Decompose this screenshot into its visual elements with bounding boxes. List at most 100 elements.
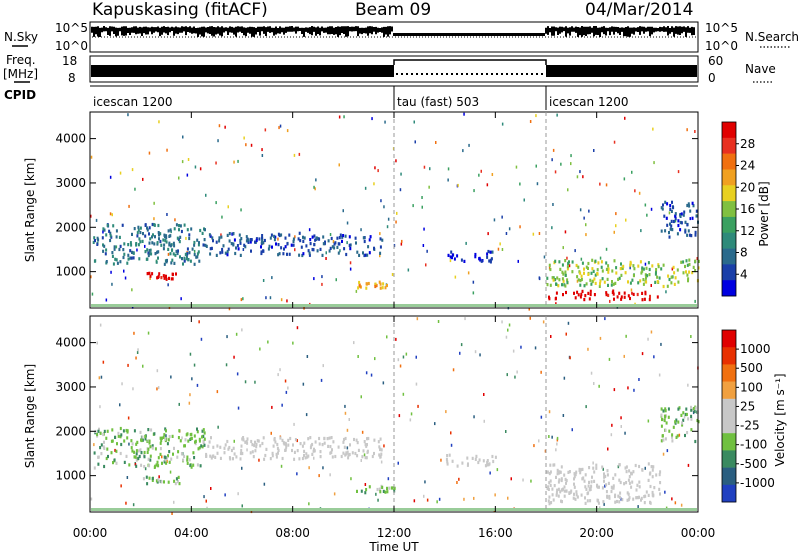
- scatter-cell: [380, 199, 382, 203]
- scatter-cell: [604, 484, 606, 488]
- range-cell: [684, 264, 686, 269]
- range-cell: [228, 239, 231, 243]
- range-cell: [210, 436, 212, 440]
- range-cell: [589, 289, 592, 293]
- range-cell: [103, 228, 106, 232]
- scatter-cell: [287, 386, 289, 390]
- range-cell: [146, 226, 148, 230]
- range-cell: [596, 272, 599, 276]
- nsearch-tick-bottom: 10^0: [705, 39, 738, 53]
- range-cell: [386, 283, 388, 288]
- scatter-cell: [653, 355, 655, 359]
- range-cell: [673, 271, 676, 275]
- scatter-cell: [582, 175, 584, 179]
- range-cell: [94, 239, 96, 243]
- scatter-cell: [501, 122, 504, 126]
- range-cell: [576, 495, 579, 499]
- range-cell: [182, 262, 184, 266]
- range-cell: [615, 271, 618, 275]
- range-cell: [670, 224, 673, 228]
- range-cell: [118, 235, 121, 239]
- range-cell: [680, 212, 683, 216]
- range-cell: [192, 463, 195, 467]
- range-cell: [252, 455, 255, 459]
- colorbar-swatch: [722, 248, 736, 265]
- cpid-modes: icescan 1200 tau (fast) 503 icescan 1200: [93, 86, 628, 110]
- range-cell: [623, 291, 626, 295]
- scatter-cell: [564, 230, 567, 234]
- scatter-cell: [226, 335, 228, 339]
- range-cell: [486, 252, 489, 256]
- scatter-cell: [128, 204, 130, 208]
- scatter-cell: [519, 225, 521, 229]
- scatter-cell: [186, 173, 189, 177]
- range-cell: [474, 252, 477, 257]
- range-cell: [327, 239, 330, 243]
- range-cell: [379, 251, 382, 255]
- range-cell: [121, 223, 124, 227]
- scatter-cell: [674, 501, 677, 505]
- scatter-cell: [280, 464, 283, 468]
- range-cell: [311, 452, 314, 456]
- range-cell: [157, 456, 160, 460]
- range-cell: [380, 452, 383, 456]
- range-cell: [594, 259, 597, 263]
- range-cell: [192, 451, 195, 455]
- scatter-cell: [386, 335, 388, 339]
- range-cell: [328, 436, 331, 440]
- scatter-cell: [623, 354, 625, 358]
- range-cell: [242, 436, 245, 440]
- range-cell: [654, 280, 657, 284]
- scatter-cell: [333, 492, 336, 496]
- range-cell: [551, 276, 554, 280]
- scatter-cell: [90, 275, 92, 279]
- range-cell: [618, 463, 621, 467]
- range-cell: [461, 461, 464, 465]
- scatter-cell: [344, 404, 346, 408]
- range-cell: [342, 234, 345, 238]
- range-cell: [697, 259, 700, 263]
- scatter-cell: [552, 203, 554, 206]
- scatter-cell: [93, 443, 95, 447]
- scatter-cell: [279, 368, 281, 372]
- range-cell: [138, 454, 141, 459]
- scatter-cell: [382, 381, 385, 385]
- range-cell: [271, 454, 274, 458]
- scatter-cell: [259, 347, 261, 351]
- scatter-cell: [677, 170, 680, 174]
- range-cell: [679, 214, 682, 218]
- scatter-cell: [486, 183, 489, 187]
- scatter-cell: [579, 208, 582, 212]
- range-cell: [311, 247, 314, 252]
- range-cell: [684, 220, 687, 224]
- scatter-cell: [483, 393, 485, 396]
- range-cell: [363, 239, 366, 244]
- scatter-cell: [262, 279, 265, 282]
- range-cell: [559, 490, 562, 494]
- range-cell: [167, 229, 170, 233]
- range-cell: [610, 283, 613, 287]
- range-cell: [691, 216, 694, 220]
- range-cell: [371, 454, 374, 459]
- range-cell: [632, 274, 635, 278]
- range-cell: [600, 260, 603, 264]
- colorbar-swatch: [722, 484, 736, 503]
- range-cell: [657, 263, 660, 267]
- scatter-cell: [599, 336, 602, 340]
- range-cell: [625, 465, 628, 469]
- scatter-cell: [401, 239, 403, 243]
- range-cell: [579, 271, 582, 275]
- range-cell: [176, 455, 179, 459]
- range-cell: [548, 263, 551, 267]
- range-cell: [615, 266, 618, 270]
- range-cell: [593, 293, 596, 297]
- scatter-cell: [567, 188, 569, 192]
- range-cell: [148, 249, 151, 253]
- range-cell: [668, 429, 671, 433]
- scatter-cell: [473, 496, 475, 500]
- scatter-cell: [666, 449, 669, 453]
- range-cell: [364, 443, 367, 447]
- scatter-cell: [280, 298, 283, 302]
- range-cell: [212, 445, 215, 449]
